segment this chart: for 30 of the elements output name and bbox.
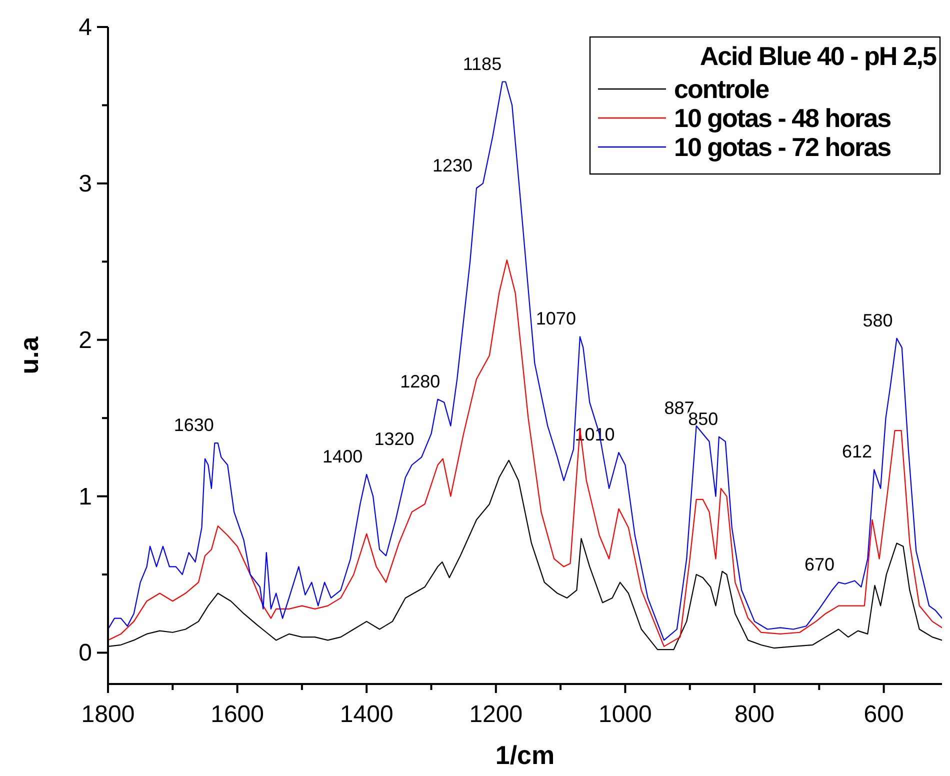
line-series bbox=[108, 81, 942, 641]
legend-label: 10 gotas - 48 horas bbox=[674, 103, 892, 133]
y-tick-label: 0 bbox=[78, 640, 92, 667]
y-tick-label: 3 bbox=[78, 170, 92, 198]
legend-label: controle bbox=[674, 74, 770, 104]
annotation: 1400 bbox=[322, 446, 363, 466]
annotation: 612 bbox=[842, 442, 872, 462]
annotation: 1320 bbox=[374, 429, 414, 450]
x-tick-label: 1800 bbox=[81, 701, 135, 728]
x-tick-label: 600 bbox=[864, 701, 904, 728]
annotation: 1280 bbox=[400, 371, 440, 392]
x-tick-label: 1200 bbox=[469, 701, 523, 728]
annotation: 1230 bbox=[432, 155, 473, 176]
x-axis-title: 1/cm bbox=[495, 740, 555, 770]
annotation: 1185 bbox=[462, 54, 502, 74]
annotation: 670 bbox=[804, 554, 835, 574]
y-tick-label: 1 bbox=[78, 483, 92, 510]
y-axis-title: u.a bbox=[14, 336, 44, 374]
legend-label: 10 gotas - 72 horas bbox=[674, 132, 892, 162]
x-tick-label: 1400 bbox=[340, 701, 394, 728]
x-tick-label: 1600 bbox=[210, 701, 264, 728]
legend-title: Acid Blue 40 - pH 2,5 bbox=[700, 41, 937, 71]
x-tick-label: 1000 bbox=[598, 701, 652, 728]
annotation: 1630 bbox=[174, 415, 214, 436]
y-tick-label: 4 bbox=[78, 14, 92, 41]
annotation: 580 bbox=[862, 310, 893, 330]
x-tick-label: 800 bbox=[734, 701, 775, 728]
line-series bbox=[108, 260, 942, 648]
annotation: 1070 bbox=[536, 308, 576, 329]
y-tick-label: 2 bbox=[78, 326, 92, 354]
